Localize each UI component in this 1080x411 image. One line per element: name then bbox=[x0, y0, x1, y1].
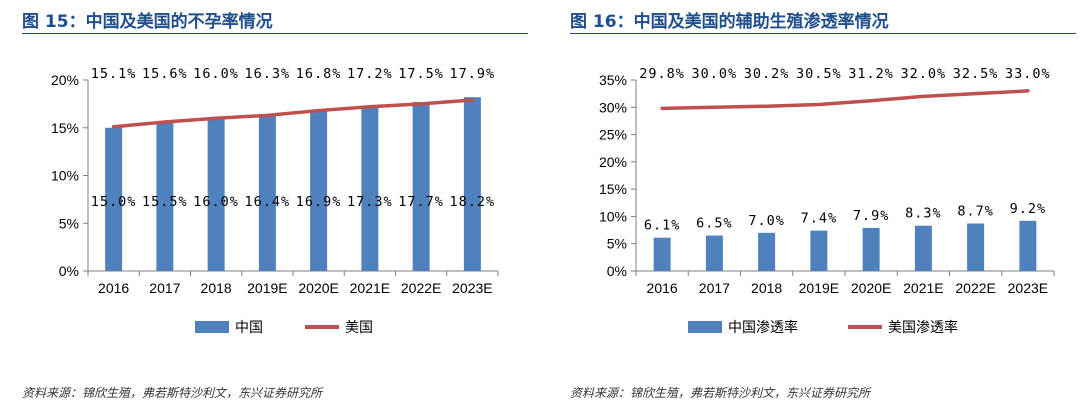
legend-swatch-bar bbox=[688, 321, 722, 333]
infertility-chart: 0% 5% 10% 15% 20% 2016 2017 2018 2019E 2020E 2021E… bbox=[51, 66, 499, 336]
line-data-label: 15.1% bbox=[91, 66, 137, 82]
x-tick-label: 2018 bbox=[201, 280, 232, 296]
x-tick-label: 2020E bbox=[851, 280, 891, 296]
line-data-label: 16.0% bbox=[193, 66, 239, 82]
y-tick-label: 20% bbox=[599, 154, 627, 170]
y-tick-label: 25% bbox=[599, 127, 627, 143]
line-data-label: 17.5% bbox=[398, 66, 444, 82]
legend-label: 美国 bbox=[345, 320, 373, 336]
line-data-label: 32.5% bbox=[953, 66, 999, 82]
x-tick-label: 2023E bbox=[1008, 280, 1048, 296]
x-tick-label: 2017 bbox=[699, 280, 730, 296]
bar-data-label: 7.4% bbox=[801, 211, 838, 227]
x-tick-label: 2023E bbox=[452, 280, 492, 296]
y-tick-label: 5% bbox=[59, 215, 79, 231]
title-divider bbox=[570, 33, 1076, 34]
y-tick-label: 10% bbox=[51, 168, 79, 184]
y-tick-label: 5% bbox=[607, 236, 627, 252]
bar bbox=[105, 127, 123, 271]
bar-data-label: 6.1% bbox=[644, 218, 681, 234]
series-line bbox=[660, 89, 1030, 111]
legend-swatch-bar bbox=[195, 321, 229, 333]
line-data-label: 33.0% bbox=[1005, 66, 1051, 82]
line-data-label: 29.8% bbox=[639, 66, 685, 82]
bar bbox=[967, 223, 985, 271]
x-tick-label: 2021E bbox=[350, 280, 390, 296]
line-data-label: 15.6% bbox=[142, 66, 188, 82]
x-tick-label: 2020E bbox=[298, 280, 338, 296]
line-data-label: 17.9% bbox=[450, 66, 496, 82]
line-data-label: 32.0% bbox=[901, 66, 947, 82]
x-tick-label: 2022E bbox=[401, 280, 441, 296]
bar bbox=[361, 105, 379, 271]
chart-panel-infertility: 图 15：中国及美国的不孕率情况 0% 5% 10% 15% 20% 2016 2017 20… bbox=[0, 0, 530, 411]
bar bbox=[862, 227, 880, 271]
bar bbox=[705, 235, 723, 271]
x-tick-label: 2019E bbox=[247, 280, 287, 296]
bar bbox=[258, 114, 276, 271]
legend-label: 中国 bbox=[235, 320, 263, 336]
legend-label: 美国渗透率 bbox=[888, 319, 958, 336]
legend-label: 中国渗透率 bbox=[728, 319, 798, 336]
bar-data-label: 9.2% bbox=[1010, 201, 1047, 217]
source-note: 资料来源：锦欣生殖，弗若斯特沙利文，东兴证券研究所 bbox=[22, 386, 323, 400]
bar-data-label: 6.5% bbox=[696, 216, 733, 232]
y-tick-label: 0% bbox=[59, 263, 79, 279]
chart-title: 图 16：中国及美国的辅助生殖渗透率情况 bbox=[570, 12, 889, 32]
bar-data-label: 8.3% bbox=[905, 206, 942, 222]
y-tick-label: 15% bbox=[599, 181, 627, 197]
line-data-label: 31.2% bbox=[848, 66, 894, 82]
x-tick-label: 2022E bbox=[955, 280, 995, 296]
art-penetration-chart: 0% 5% 10% 15% 20% 25% 30% 35% 2016 2017 2018 2019E 2… bbox=[599, 66, 1055, 336]
series-line bbox=[111, 98, 475, 129]
line-data-label: 17.2% bbox=[347, 66, 393, 82]
x-tick-label: 2021E bbox=[903, 280, 943, 296]
chart-panel-art-penetration: 图 16：中国及美国的辅助生殖渗透率情况 0% 5% 10% 15% 20% 25% 30%… bbox=[548, 0, 1078, 411]
line-data-label: 16.3% bbox=[245, 66, 291, 82]
line-data-label: 30.2% bbox=[744, 66, 790, 82]
line-data-label: 16.8% bbox=[296, 66, 342, 82]
x-tick-label: 2016 bbox=[98, 280, 129, 296]
line-data-label: 30.5% bbox=[796, 66, 842, 82]
y-tick-label: 10% bbox=[599, 208, 627, 224]
bar bbox=[758, 232, 776, 271]
x-tick-label: 2017 bbox=[149, 280, 180, 296]
x-tick-label: 2016 bbox=[647, 280, 678, 296]
bar-data-label: 7.9% bbox=[853, 208, 890, 224]
y-tick-label: 35% bbox=[599, 72, 627, 88]
bar bbox=[156, 122, 174, 271]
bar bbox=[310, 109, 328, 271]
line-data-label: 30.0% bbox=[692, 66, 738, 82]
bar-data-label: 15.0% bbox=[91, 194, 137, 210]
bar-data-label: 18.2% bbox=[450, 194, 496, 210]
legend: 中国渗透率 美国渗透率 bbox=[688, 319, 958, 336]
bar bbox=[914, 225, 932, 271]
bar-data-label: 16.0% bbox=[193, 194, 239, 210]
bar bbox=[412, 101, 430, 271]
bar-data-label: 8.7% bbox=[957, 204, 994, 220]
bar-data-label: 7.0% bbox=[748, 213, 785, 229]
bar-data-label: 16.9% bbox=[296, 194, 342, 210]
bar bbox=[810, 230, 828, 271]
bar bbox=[463, 97, 481, 271]
bar bbox=[1019, 220, 1037, 271]
legend: 中国 美国 bbox=[195, 320, 373, 336]
x-tick-label: 2019E bbox=[799, 280, 839, 296]
bar bbox=[653, 237, 671, 271]
x-tick-label: 2018 bbox=[751, 280, 782, 296]
source-note: 资料来源：锦欣生殖，弗若斯特沙利文，东兴证券研究所 bbox=[570, 386, 871, 400]
bar-data-label: 17.3% bbox=[347, 194, 393, 210]
bar-data-label: 16.4% bbox=[245, 194, 291, 210]
chart-title: 图 15：中国及美国的不孕率情况 bbox=[22, 12, 273, 32]
bar bbox=[207, 118, 225, 271]
y-tick-label: 0% bbox=[607, 263, 627, 279]
title-divider bbox=[22, 33, 528, 34]
y-tick-label: 30% bbox=[599, 99, 627, 115]
y-tick-label: 15% bbox=[51, 120, 79, 136]
bar-data-label: 17.7% bbox=[398, 194, 444, 210]
y-tick-label: 20% bbox=[51, 72, 79, 88]
bar-data-label: 15.5% bbox=[142, 194, 188, 210]
